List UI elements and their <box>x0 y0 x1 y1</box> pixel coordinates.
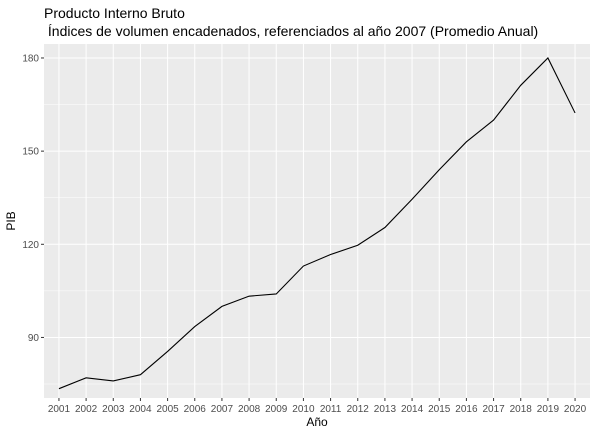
x-tick-label: 2013 <box>374 404 397 415</box>
minor-gridlines <box>44 104 590 385</box>
x-tick-label: 2007 <box>211 404 234 415</box>
x-tick-label: 2005 <box>156 404 179 415</box>
y-axis: 90 120 150 180 <box>22 53 44 344</box>
x-tick-label: 2001 <box>48 404 71 415</box>
y-tick-label: 90 <box>28 333 40 344</box>
x-tick-label: 2018 <box>510 404 533 415</box>
x-tick-label: 2004 <box>129 404 152 415</box>
y-tick-label: 120 <box>22 240 39 251</box>
y-tick-label: 180 <box>22 53 39 64</box>
x-tick-label: 2003 <box>102 404 125 415</box>
x-tick-label: 2009 <box>265 404 288 415</box>
pib-series-line <box>58 57 576 390</box>
y-tick-label: 150 <box>22 147 39 158</box>
chart-title: Producto Interno Bruto <box>44 5 185 21</box>
major-gridlines <box>44 44 590 398</box>
x-tick-label: 2006 <box>184 404 207 415</box>
x-tick-label: 2010 <box>292 404 315 415</box>
x-axis-title: Año <box>306 415 328 429</box>
x-tick-label: 2012 <box>347 404 370 415</box>
x-tick-label: 2016 <box>455 404 478 415</box>
x-tick-label: 2002 <box>75 404 98 415</box>
x-tick-label: 2008 <box>238 404 261 415</box>
plot-panel <box>44 44 590 398</box>
x-tick-label: 2011 <box>320 404 342 415</box>
x-tick-label: 2019 <box>537 404 560 415</box>
chart-subtitle: Índices de volumen encadenados, referenc… <box>44 23 538 39</box>
x-tick-label: 2015 <box>428 404 451 415</box>
x-tick-label: 2020 <box>564 404 587 415</box>
y-axis-title: PIB <box>4 211 18 230</box>
x-tick-label: 2017 <box>482 404 505 415</box>
x-tick-label: 2014 <box>401 404 424 415</box>
x-axis: 2001 2002 2003 2004 2005 2006 2007 2008 2009 2010… <box>48 398 587 415</box>
